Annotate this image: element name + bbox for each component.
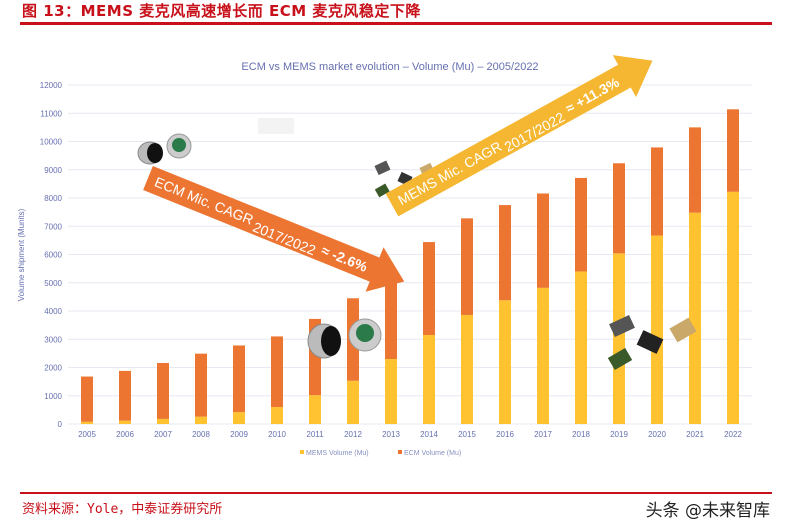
y-tick-label: 10000 [40,138,63,147]
x-tick-label: 2017 [534,430,552,439]
bar-mems-2018 [575,271,587,424]
ecm-mic-icon [307,318,382,359]
x-tick-label: 2011 [306,430,324,439]
y-tick-label: 1000 [44,392,62,401]
y-axis-label: Volume shipment (Munits) [17,208,26,301]
y-tick-label: 4000 [44,307,62,316]
x-tick-label: 2012 [344,430,362,439]
gridlines [68,84,752,425]
x-tick-label: 2005 [78,430,96,439]
bar-mems-2008 [195,416,207,424]
bar-mems-2013 [385,359,397,424]
bar-mems-2022 [727,191,739,424]
x-tick-label: 2010 [268,430,286,439]
y-tick-label: 0 [58,420,63,429]
y-tick-label: 6000 [44,251,62,260]
y-tick-label: 11000 [40,109,62,118]
y-tick-label: 12000 [40,81,63,90]
figure-title: 图 13：MEMS 麦克风高速增长而 ECM 麦克风稳定下降 [22,2,421,20]
bar-ecm-2008 [195,353,207,417]
bar-ecm-2010 [271,336,283,408]
x-tick-label: 2022 [724,430,742,439]
x-tick-label: 2018 [572,430,590,439]
bars [81,109,739,424]
x-tick-label: 2021 [686,430,704,439]
legend-swatch-ecm [398,450,402,454]
bar-mems-2005 [81,421,93,424]
bar-ecm-2016 [499,205,511,301]
bar-mems-2007 [157,418,169,424]
x-tick-label: 2007 [154,430,172,439]
ecm-arrow-shape [143,165,405,292]
x-tick-label: 2020 [648,430,666,439]
mems-mic-icon [607,315,697,371]
y-tick-label: 7000 [44,222,62,231]
watermark: 头条 @未来智库 [645,501,770,521]
bottom-rule [20,492,772,494]
ecm-cagr-arrow: ECM Mic. CAGR 2017/2022 ≈ -2.6% [143,165,405,292]
bar-ecm-2018 [575,177,587,272]
y-tick-label: 2000 [44,364,62,373]
bar-ecm-2013 [385,270,397,360]
bar-mems-2009 [233,412,245,424]
x-tick-label: 2009 [230,430,248,439]
bar-mems-2014 [423,335,435,424]
x-tick-label: 2013 [382,430,400,439]
x-tick-label: 2015 [458,430,476,439]
bar-ecm-2020 [651,147,663,236]
bar-ecm-2006 [119,370,131,421]
bar-mems-2011 [309,395,321,424]
bar-mems-2021 [689,212,701,424]
bar-mems-2010 [271,407,283,424]
bar-mems-2019 [613,253,625,424]
bar-ecm-2014 [423,242,435,336]
bar-ecm-2009 [233,345,245,413]
bar-ecm-2019 [613,163,625,254]
top-rule [20,22,772,25]
chart-title: ECM vs MEMS market evolution – Volume (M… [241,61,538,73]
legend-swatch-mems [300,450,304,454]
x-tick-label: 2008 [192,430,210,439]
bar-mems-2012 [347,380,359,424]
yole-logo [258,118,294,134]
legend-label-ecm: ECM Volume (Mu) [404,450,461,457]
ecm-cagr-label: ECM Mic. CAGR [152,174,255,228]
y-tick-label: 9000 [44,166,62,175]
bar-ecm-2005 [81,376,93,422]
x-tick-labels: 2005 2006 2007 2008 2009 2010 2011 2012 2013 2014… [78,430,742,439]
y-tick-labels: 0 1000 2000 3000 4000 5000 6000 7000 8000 9000 100… [40,81,63,429]
mems-arrow-shape [385,55,653,217]
y-tick-label: 8000 [44,194,62,203]
bar-mems-2006 [119,420,131,424]
bar-ecm-2021 [689,127,701,213]
bar-mems-2020 [651,235,663,424]
x-tick-label: 2016 [496,430,514,439]
y-tick-label: 3000 [44,335,62,344]
x-tick-label: 2019 [610,430,628,439]
legend-label-mems: MEMS Volume (Mu) [306,450,369,457]
bar-ecm-2015 [461,218,473,315]
bar-mems-2017 [537,287,549,424]
x-tick-label: 2006 [116,430,134,439]
y-tick-label: 5000 [44,279,62,288]
bar-ecm-2007 [157,362,169,419]
bar-ecm-2017 [537,193,549,288]
bar-mems-2015 [461,314,473,424]
ecm-mic-icon [137,133,192,165]
bar-ecm-2022 [727,109,739,192]
bar-mems-2016 [499,300,511,424]
source-note: 资料来源：Yole，中泰证券研究所 [22,502,223,517]
legend: MEMS Volume (Mu) ECM Volume (Mu) [300,450,461,457]
x-tick-label: 2014 [420,430,438,439]
